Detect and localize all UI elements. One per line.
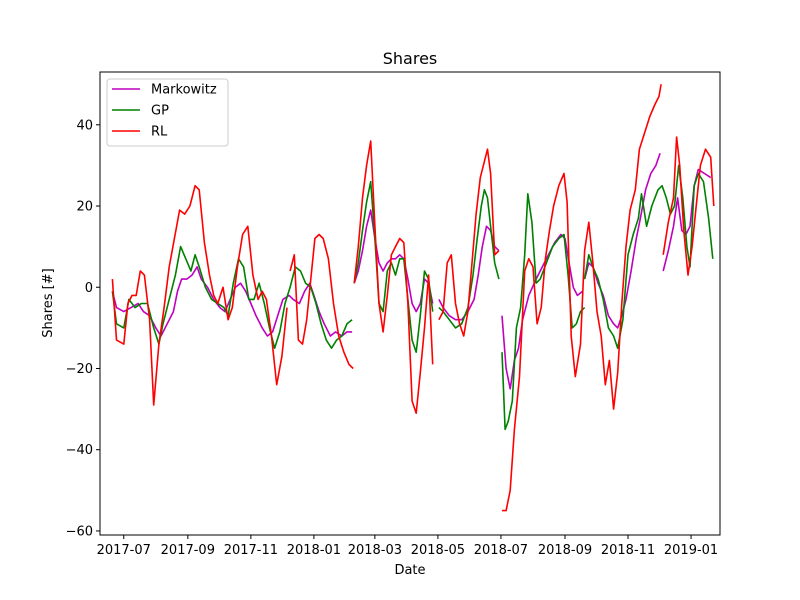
x-axis-label: Date xyxy=(394,563,425,578)
series-gp xyxy=(111,164,714,431)
legend-box xyxy=(106,78,229,147)
x-tick-label: 2017-07 xyxy=(97,543,151,558)
y-tick-label: 0 xyxy=(85,281,93,296)
chart-title: Shares xyxy=(383,49,438,68)
x-axis-ticks: 2017-07 2017-09 2017-11 2018-01 2018-03 2018-… xyxy=(97,535,718,558)
y-tick-label: −20 xyxy=(66,362,93,377)
series-line-markowitz-1 xyxy=(353,209,434,313)
y-tick-label: 40 xyxy=(76,118,93,133)
series-line-rl-2 xyxy=(353,140,434,415)
y-tick-label: −60 xyxy=(66,524,93,539)
plot-area xyxy=(100,72,720,535)
series-line-gp-2 xyxy=(438,189,500,329)
y-axis-ticks: −60 −40 −20 0 20 40 xyxy=(66,118,100,539)
legend-label-markowitz: Markowitz xyxy=(151,83,217,98)
y-tick-label: −40 xyxy=(66,443,93,458)
plot-frame xyxy=(99,71,721,536)
x-tick-label: 2018-05 xyxy=(411,543,465,558)
legend: Markowitz GP RL xyxy=(106,78,229,147)
series-line-rl-0 xyxy=(111,184,288,406)
x-tick-label: 2017-11 xyxy=(224,543,278,558)
series-line-rl-5 xyxy=(662,136,715,276)
series-line-gp-0 xyxy=(111,245,353,350)
legend-label-rl: RL xyxy=(151,125,168,140)
x-tick-label: 2018-07 xyxy=(474,543,528,558)
x-tick-label: 2018-03 xyxy=(348,543,402,558)
series-line-gp-3 xyxy=(501,193,586,431)
series-line-rl-4 xyxy=(502,84,662,512)
x-tick-label: 2017-09 xyxy=(161,543,215,558)
series-layer xyxy=(111,84,715,512)
x-tick-label: 2018-09 xyxy=(538,543,592,558)
x-tick-label: 2019-01 xyxy=(664,543,718,558)
series-line-markowitz-3 xyxy=(501,233,584,390)
x-tick-label: 2018-01 xyxy=(287,543,341,558)
series-line-gp-1 xyxy=(353,180,434,354)
series-line-gp-4 xyxy=(583,164,714,350)
x-tick-label: 2018-11 xyxy=(601,543,655,558)
series-rl xyxy=(111,84,715,512)
y-axis-label: Shares [#] xyxy=(41,268,56,337)
series-line-rl-3 xyxy=(438,148,500,337)
series-line-rl-1 xyxy=(289,233,354,370)
legend-label-gp: GP xyxy=(151,104,169,119)
y-tick-label: 20 xyxy=(76,200,93,215)
